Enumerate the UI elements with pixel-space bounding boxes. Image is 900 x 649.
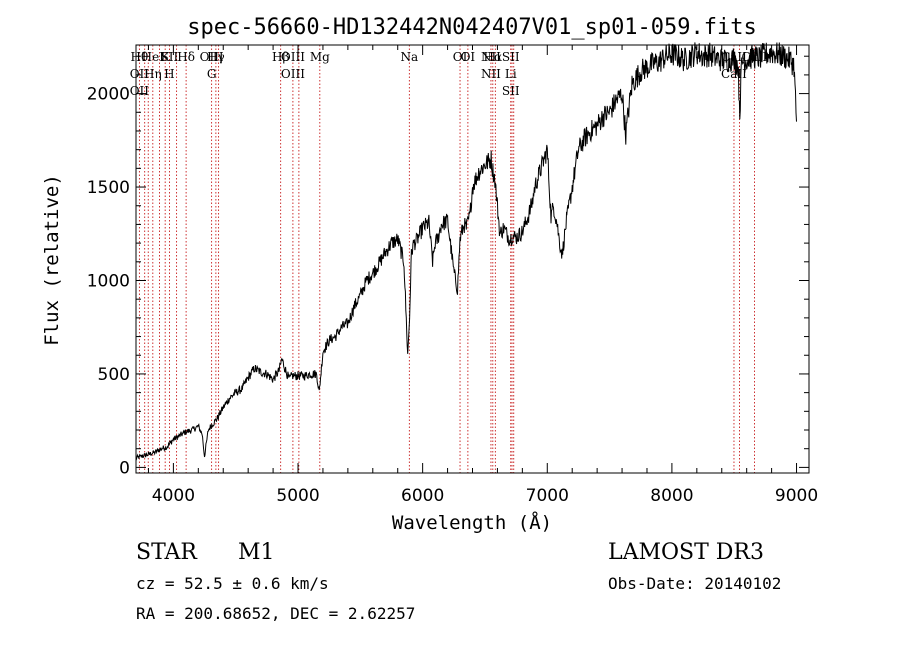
- line-marker-label-22-1: Li: [505, 67, 517, 81]
- line-marker-label-5-0: K: [161, 50, 171, 64]
- y-tick-label-1000: 1000: [87, 271, 130, 291]
- line-marker-label-22-0: SII: [502, 50, 520, 64]
- y-axis-label: Flux (relative): [41, 174, 63, 346]
- survey-name: LAMOST DR3: [608, 540, 764, 565]
- line-marker-label-0-0: Hθ: [131, 50, 149, 64]
- object-class: STAR: [136, 540, 197, 565]
- line-marker-label-12-0: Hβ: [272, 50, 289, 64]
- x-tick-label-6000: 6000: [401, 486, 444, 506]
- x-axis-label: Wavelength (Å): [392, 511, 552, 534]
- line-marker-label-0-2: OII: [130, 84, 150, 98]
- redshift-cz: cz = 52.5 ± 0.6 km/s: [136, 574, 329, 593]
- line-marker-label-6-1: H: [164, 67, 174, 81]
- x-axis: 4000 5000 6000 7000 8000 9000: [147, 45, 818, 506]
- x-tick-label-8000: 8000: [650, 486, 693, 506]
- x-tick-label-4000: 4000: [152, 486, 195, 506]
- line-marker-label-13-1: OIII: [281, 67, 305, 81]
- x-tick-label-7000: 7000: [526, 486, 569, 506]
- observation-date: Obs-Date: 20140102: [608, 574, 782, 593]
- y-tick-label-500: 500: [98, 365, 130, 385]
- y-tick-label-1500: 1500: [87, 178, 130, 198]
- y-tick-label-0: 0: [119, 458, 130, 478]
- line-marker-label-10-0: Hγ: [207, 50, 225, 64]
- plot-frame: [135, 44, 810, 474]
- line-marker-label-13-0: OIII: [281, 50, 305, 64]
- subclass: M1: [238, 540, 275, 565]
- spectrum-chart: spec-56660-HD132442N042407V01_sp01-059.f…: [41, 15, 818, 534]
- line-marker-label-0-1: OII: [130, 67, 150, 81]
- line-marker-label-17-0: OI: [453, 50, 468, 64]
- ra-dec: RA = 200.68652, DEC = 2.62257: [136, 604, 416, 623]
- chart-title: spec-56660-HD132442N042407V01_sp01-059.f…: [187, 15, 757, 40]
- line-marker-label-22-2: SII: [502, 84, 520, 98]
- line-marker-label-20-0: Hα: [484, 50, 503, 64]
- line-markers: [138, 45, 755, 473]
- y-tick-label-2000: 2000: [87, 85, 130, 105]
- line-marker-label-19-0: NII: [481, 50, 501, 64]
- line-marker-label-8-0: Hδ: [177, 50, 195, 64]
- line-marker-label-15-0: Mg: [310, 50, 330, 64]
- line-marker-label-18-0: OI: [461, 50, 476, 64]
- x-tick-label-5000: 5000: [276, 486, 319, 506]
- spectrum-line: [135, 42, 797, 461]
- x-tick-label-9000: 9000: [775, 486, 818, 506]
- line-marker-label-3-0: HeI: [142, 50, 165, 64]
- line-marker-label-16-0: Na: [400, 50, 418, 64]
- line-marker-label-9-0: OIII: [200, 50, 224, 64]
- line-marker-label-3-1: Hη: [144, 67, 162, 81]
- y-axis: 0 500 1000 1500 2000: [87, 55, 809, 478]
- line-marker-label-9-1: G: [207, 67, 217, 81]
- line-marker-label-19-1: NII: [481, 67, 501, 81]
- line-marker-label-6-0: SII: [161, 50, 179, 64]
